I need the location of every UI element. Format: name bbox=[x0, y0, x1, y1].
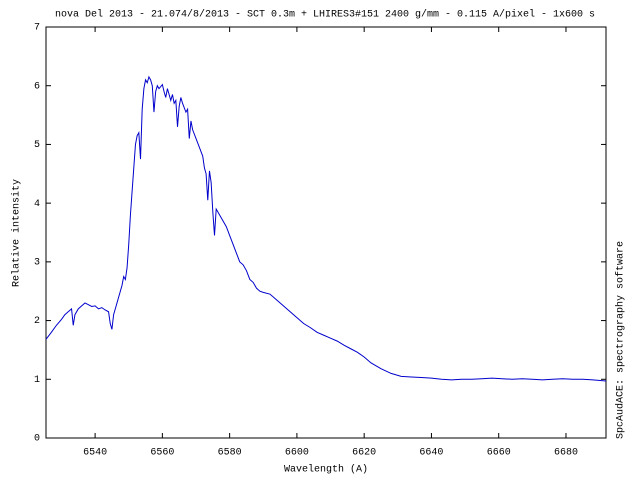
y-tick-label: 6 bbox=[34, 81, 40, 92]
x-tick-label: 6660 bbox=[487, 448, 511, 459]
y-tick-label: 3 bbox=[34, 257, 40, 268]
y-tick-label: 0 bbox=[34, 434, 40, 445]
spectrum-line bbox=[45, 75, 607, 382]
x-tick-label: 6620 bbox=[352, 448, 376, 459]
y-tick-label: 5 bbox=[34, 140, 40, 151]
x-axis-label: Wavelength (A) bbox=[284, 464, 368, 476]
x-tick-label: 6680 bbox=[554, 448, 578, 459]
x-tick-label: 6580 bbox=[218, 448, 242, 459]
x-tick-label: 6540 bbox=[83, 448, 107, 459]
y-tick-label: 4 bbox=[34, 199, 40, 210]
x-tick-label: 6560 bbox=[150, 448, 174, 459]
side-label: SpcAudACE: spectrography software bbox=[615, 241, 627, 439]
x-tick-label: 6640 bbox=[419, 448, 443, 459]
y-tick-label: 2 bbox=[34, 316, 40, 327]
y-tick-label: 7 bbox=[34, 23, 40, 34]
plot-frame bbox=[45, 26, 607, 439]
chart-title: nova Del 2013 - 21.074/8/2013 - SCT 0.3m… bbox=[55, 9, 595, 21]
x-tick-label: 6600 bbox=[285, 448, 309, 459]
y-tick-label: 1 bbox=[34, 375, 40, 386]
y-axis-label: Relative intensity bbox=[11, 179, 23, 287]
